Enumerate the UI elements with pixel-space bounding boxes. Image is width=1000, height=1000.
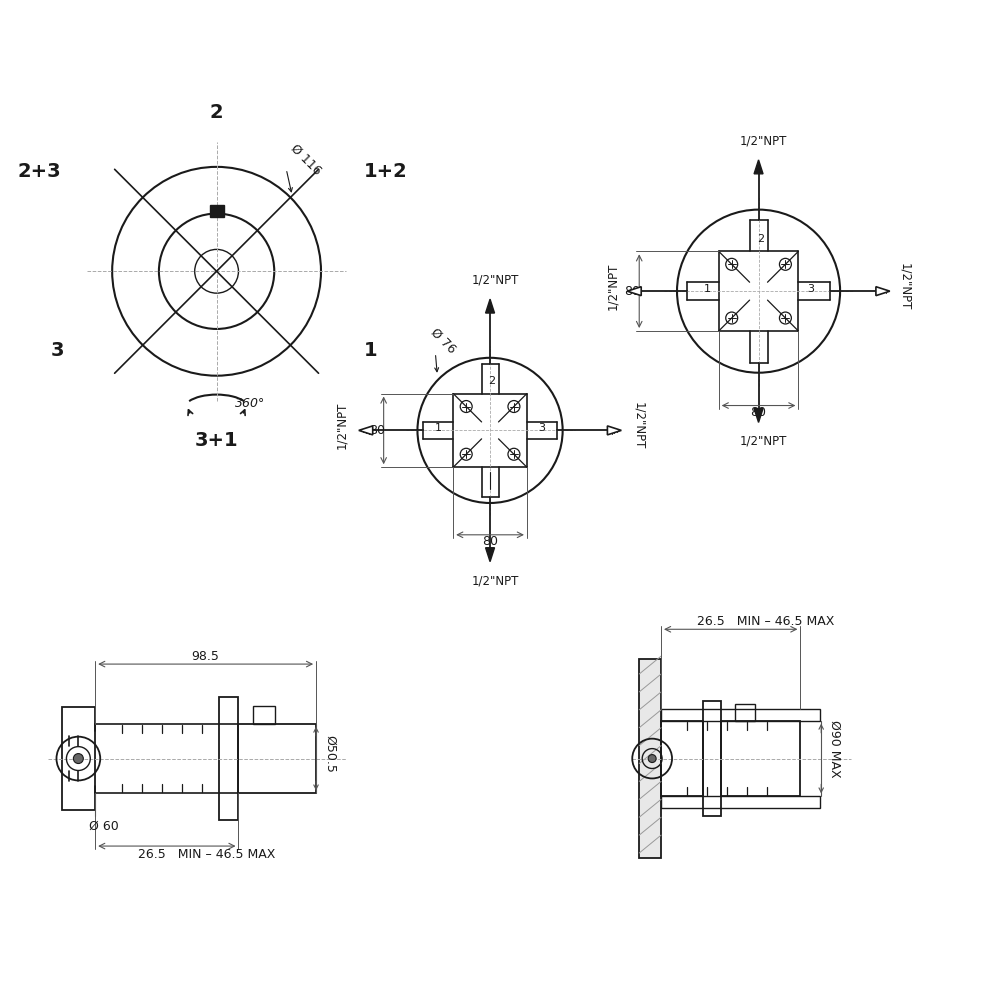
Text: 80: 80 [482, 535, 498, 548]
Bar [661, 796, 820, 808]
Text: 26.5   MIN – 46.5 MAX: 26.5 MIN – 46.5 MAX [138, 848, 275, 861]
Circle shape [73, 754, 83, 764]
Bar [661, 709, 820, 721]
Text: 1/2"NPT: 1/2"NPT [471, 575, 519, 588]
Text: 1+2: 1+2 [364, 162, 408, 181]
Text: Ø90 MAX: Ø90 MAX [828, 720, 841, 777]
Bar [661, 721, 703, 796]
Bar [62, 707, 95, 810]
Text: 3: 3 [807, 284, 814, 294]
Bar [721, 721, 800, 796]
Text: 3: 3 [538, 423, 545, 433]
Polygon shape [486, 548, 495, 562]
Text: 80: 80 [624, 285, 640, 298]
Text: 1/2"NPT: 1/2"NPT [632, 402, 645, 449]
Text: 1: 1 [435, 423, 442, 433]
Polygon shape [876, 287, 890, 296]
Text: 3: 3 [51, 341, 64, 360]
Text: 2: 2 [488, 376, 496, 386]
Text: 1: 1 [364, 341, 378, 360]
Text: 2+3: 2+3 [18, 162, 61, 181]
Text: 98.5: 98.5 [192, 650, 220, 663]
Bar [219, 697, 238, 820]
Text: 2: 2 [757, 234, 764, 244]
Text: Ø 116: Ø 116 [288, 142, 324, 178]
Polygon shape [754, 409, 763, 422]
Text: Ø 76: Ø 76 [428, 326, 459, 356]
Text: 3+1: 3+1 [195, 431, 238, 450]
Polygon shape [754, 160, 763, 174]
Circle shape [648, 755, 656, 763]
Text: 26.5   MIN – 46.5 MAX: 26.5 MIN – 46.5 MAX [697, 615, 834, 628]
Text: 1/2"NPT: 1/2"NPT [740, 434, 787, 447]
Polygon shape [607, 426, 621, 435]
Text: 1/2"NPT: 1/2"NPT [606, 263, 619, 310]
Text: 80: 80 [751, 406, 767, 419]
Bar [735, 704, 755, 721]
Bar [238, 724, 316, 793]
Text: Ø 60: Ø 60 [89, 820, 119, 833]
Text: 80: 80 [369, 424, 385, 437]
Bar [639, 659, 661, 858]
Text: 1: 1 [703, 284, 710, 294]
Polygon shape [627, 287, 641, 296]
Bar [210, 205, 224, 217]
Text: 2: 2 [210, 103, 223, 122]
Polygon shape [359, 426, 373, 435]
Text: Ø50.5: Ø50.5 [324, 735, 337, 773]
Text: 1/2"NPT: 1/2"NPT [898, 263, 911, 310]
Bar [703, 701, 721, 816]
Text: 1/2"NPT: 1/2"NPT [335, 402, 348, 449]
Text: 360°: 360° [234, 397, 265, 410]
Text: 1/2"NPT: 1/2"NPT [740, 135, 787, 148]
Polygon shape [486, 299, 495, 313]
Text: 1/2"NPT: 1/2"NPT [471, 273, 519, 286]
Bar [253, 706, 275, 724]
